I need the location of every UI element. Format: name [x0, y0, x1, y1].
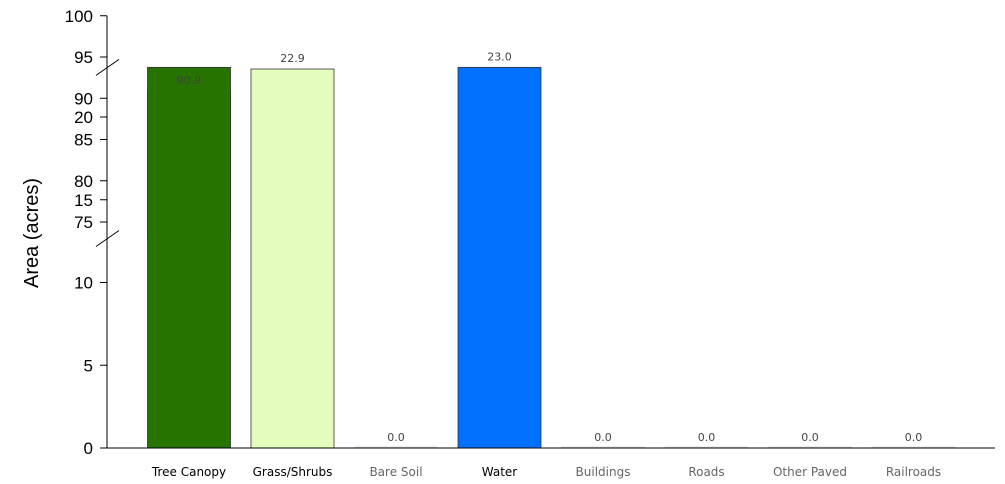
data-label: 90.9: [177, 74, 202, 87]
axis-break-mark: [95, 230, 120, 247]
data-label: 22.9: [280, 52, 305, 65]
data-label: 23.0: [487, 50, 512, 63]
y-tick-label: 0: [84, 439, 93, 458]
data-label: 0.0: [698, 431, 716, 444]
y-tick-label: 95: [74, 48, 93, 67]
data-labels: 90.9 22.9 0.0 23.0 0.0 0.0 0.0 0.0: [177, 50, 923, 444]
category-label: Roads: [688, 465, 724, 479]
y-axis-label: Area (acres): [21, 178, 43, 288]
category-label: Buildings: [576, 465, 631, 479]
category-labels: Tree Canopy Grass/Shrubs Bare Soil Water Bui…: [151, 465, 941, 479]
bars: [147, 66, 956, 449]
category-label: Tree Canopy: [151, 465, 226, 479]
data-label: 0.0: [387, 431, 405, 444]
y-tick-label: 10: [74, 274, 93, 293]
axis-break-mark: [95, 58, 120, 76]
category-label: Water: [482, 465, 518, 479]
y-tick-label: 90: [74, 89, 93, 108]
y-tick-label: 5: [84, 356, 93, 375]
y-tick-label: 75: [74, 213, 93, 232]
category-label: Bare Soil: [369, 465, 422, 479]
y-tick-label: 100: [65, 7, 93, 26]
data-label: 0.0: [905, 431, 923, 444]
bar: [457, 66, 542, 449]
y-axis-ticks: 0 5 10 15 20 75 80 85 90 95 100: [65, 7, 107, 458]
y-tick-label: 85: [74, 131, 93, 150]
data-label: 0.0: [594, 431, 612, 444]
axes: [95, 15, 995, 449]
bar: [250, 68, 335, 449]
bar-lower-segment: [147, 66, 231, 449]
category-label: Grass/Shrubs: [253, 465, 333, 479]
y-tick-label: 80: [74, 172, 93, 191]
data-label: 0.0: [801, 431, 819, 444]
category-label: Other Paved: [773, 465, 847, 479]
y-tick-label: 20: [74, 108, 93, 127]
y-tick-label: 15: [74, 191, 93, 210]
category-label: Railroads: [886, 465, 941, 479]
